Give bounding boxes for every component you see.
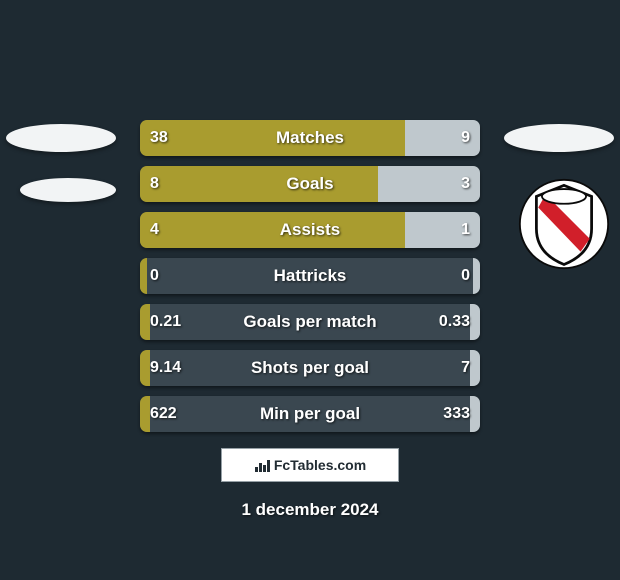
stat-row: 83Goals	[140, 166, 480, 202]
stat-label: Hattricks	[140, 258, 480, 294]
left-decoration-2	[20, 178, 116, 202]
stat-row: 9.147Shots per goal	[140, 350, 480, 386]
stat-label: Shots per goal	[140, 350, 480, 386]
chart-icon	[254, 457, 270, 473]
stat-row: 389Matches	[140, 120, 480, 156]
stat-label: Assists	[140, 212, 480, 248]
club-badge	[518, 178, 610, 270]
date-label: 1 december 2024	[0, 500, 620, 520]
stat-row: 00Hattricks	[140, 258, 480, 294]
stat-row: 622333Min per goal	[140, 396, 480, 432]
right-decoration-1	[504, 124, 614, 152]
stats-container: 389Matches 83Goals 41Assists 00Hattricks 0.2…	[140, 120, 480, 442]
stat-row: 41Assists	[140, 212, 480, 248]
stat-label: Goals	[140, 166, 480, 202]
brand-box[interactable]: FcTables.com	[221, 448, 399, 482]
brand-label: FcTables.com	[274, 457, 366, 473]
stat-label: Matches	[140, 120, 480, 156]
left-decoration-1	[6, 124, 116, 152]
stat-row: 0.210.33Goals per match	[140, 304, 480, 340]
stat-label: Goals per match	[140, 304, 480, 340]
stat-label: Min per goal	[140, 396, 480, 432]
shield-icon	[518, 178, 610, 270]
